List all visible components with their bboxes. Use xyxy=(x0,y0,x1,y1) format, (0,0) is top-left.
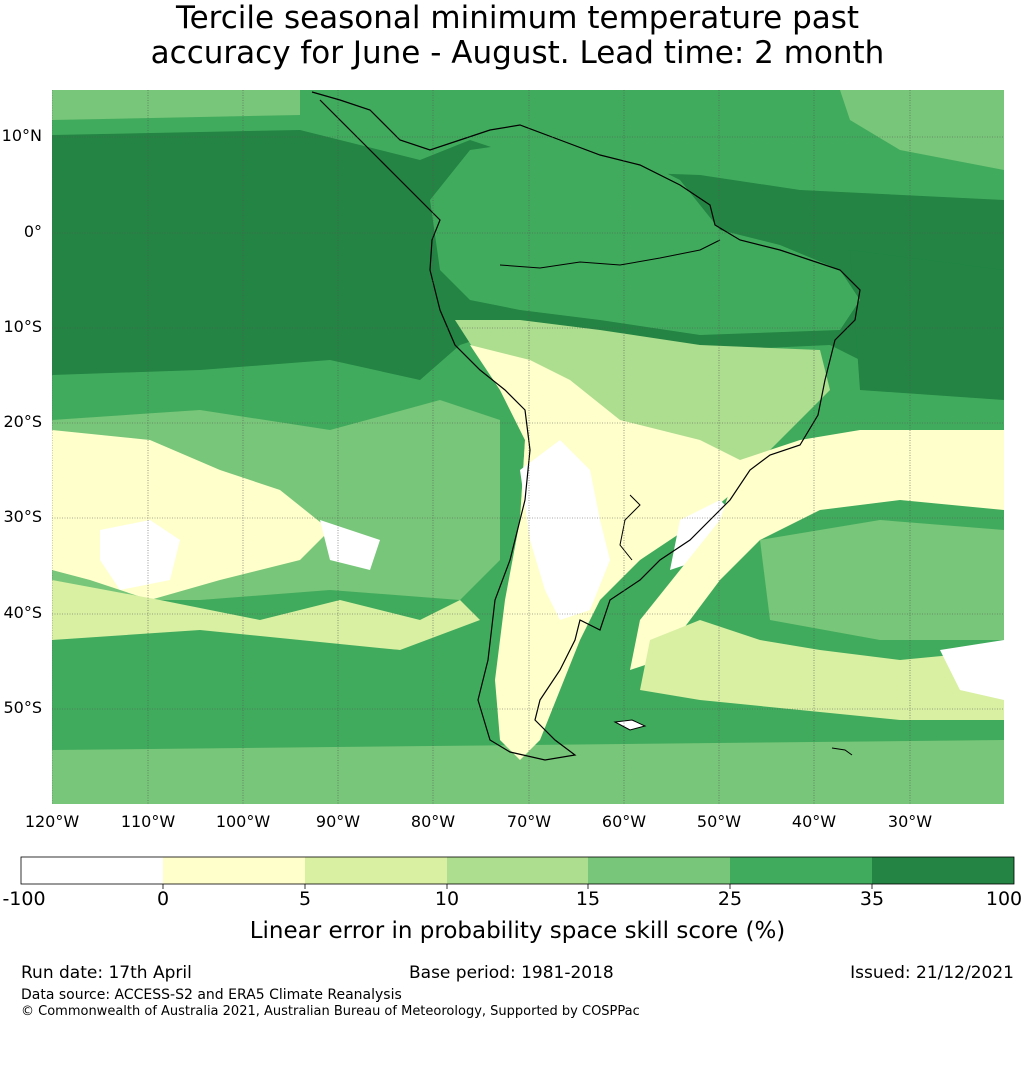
lon-label-70w: 70°W xyxy=(506,812,552,831)
gridlines xyxy=(52,90,1004,804)
lat-label-50s: 50°S xyxy=(3,698,42,717)
skill-region-atlantic-white xyxy=(940,640,1004,700)
title-line-1: Tercile seasonal minimum temperature pas… xyxy=(175,0,860,36)
colorbar-title: Linear error in probability space skill … xyxy=(249,918,786,944)
lon-label-50w: 50°W xyxy=(696,812,742,831)
amazon-river xyxy=(499,239,721,269)
lon-label-90w: 90°W xyxy=(315,812,361,831)
south-georgia xyxy=(831,747,853,756)
colorbar-segment-3 xyxy=(305,857,447,884)
colorbar-segment-6 xyxy=(730,857,872,884)
skill-region-continent-white xyxy=(520,440,740,620)
lon-label-110w: 110°W xyxy=(120,812,176,831)
skill-region-atlantic-yellow xyxy=(630,430,1004,670)
skill-region-continent-yellow xyxy=(470,345,760,760)
colorbar-tick-label: 0 xyxy=(156,888,170,910)
lon-label-30w: 30°W xyxy=(887,812,933,831)
lat-label-30s: 30°S xyxy=(3,507,42,526)
lon-label-120w: 120°W xyxy=(24,812,80,831)
colorbar-segment-4 xyxy=(447,857,588,884)
issued-date: Issued: 21/12/2021 xyxy=(850,963,1014,983)
lat-label-20s: 20°S xyxy=(3,412,42,431)
lat-label-0: 0° xyxy=(23,222,42,241)
colorbar-tick-label: -100 xyxy=(2,888,46,910)
skill-region-far-south xyxy=(52,740,1004,804)
south-america-coastline xyxy=(311,91,861,761)
lat-label-10s: 10°S xyxy=(3,317,42,336)
colorbar-tick-label: 35 xyxy=(859,888,885,910)
skill-region-continent-north xyxy=(430,140,860,335)
title-line-2: accuracy for June - August. Lead time: 2… xyxy=(150,35,885,71)
colorbar-segment-2 xyxy=(163,857,305,884)
data-source: Data source: ACCESS-S2 and ERA5 Climate … xyxy=(21,987,402,1003)
colorbar-tick-label: 10 xyxy=(434,888,460,910)
copyright: © Commonwealth of Australia 2021, Austra… xyxy=(21,1004,640,1019)
colorbar-tick-label: 25 xyxy=(717,888,743,910)
skill-region-atlantic-mid xyxy=(760,520,1004,640)
lon-label-80w: 80°W xyxy=(410,812,456,831)
falkland-islands xyxy=(613,719,647,731)
lat-label-10n: 10°N xyxy=(1,126,42,145)
lon-label-60w: 60°W xyxy=(601,812,647,831)
map-plot-area xyxy=(52,90,1004,804)
colorbar-tick-label: 15 xyxy=(575,888,601,910)
skill-region-light-west xyxy=(52,580,480,650)
skill-region-dark-east xyxy=(850,250,1004,400)
colorbar-tick-label: 100 xyxy=(985,888,1023,910)
colorbar-segment-1 xyxy=(21,857,163,884)
colorbar-frame xyxy=(20,856,1015,885)
skill-region-atlantic-light xyxy=(640,620,1004,720)
run-date: Run date: 17th April xyxy=(21,963,192,983)
base-period: Base period: 1981-2018 xyxy=(409,963,614,983)
skill-region-white-west xyxy=(100,520,380,590)
lat-label-40s: 40°S xyxy=(3,603,42,622)
lon-label-100w: 100°W xyxy=(215,812,271,831)
skill-region-medium-north xyxy=(52,90,1004,170)
lon-label-40w: 40°W xyxy=(791,812,837,831)
colorbar-segment-7 xyxy=(872,857,1014,884)
colorbar-tick-label: 5 xyxy=(298,888,312,910)
colorbar xyxy=(20,856,1015,889)
skill-region-south xyxy=(52,640,470,760)
colorbar-segment-5 xyxy=(588,857,730,884)
